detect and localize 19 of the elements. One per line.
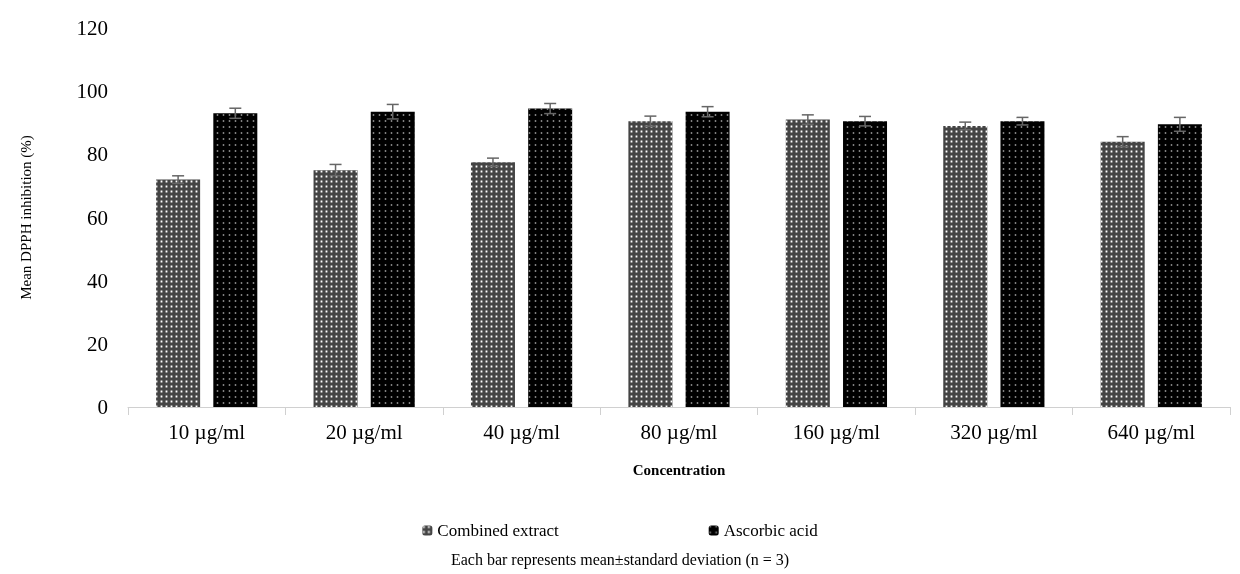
x-tick-label: 10 µg/ml <box>168 419 246 444</box>
y-tick-label: 20 <box>87 331 108 356</box>
y-tick-label: 80 <box>87 142 108 167</box>
y-tick-label: 120 <box>76 16 108 40</box>
legend-label: Ascorbic acid <box>723 521 819 540</box>
x-tick-label: 20 µg/ml <box>325 419 403 444</box>
text: Each bar represents mean±standard deviation (n = 3) <box>450 550 790 569</box>
x-tick-label: 640 µg/ml <box>1107 419 1196 444</box>
x-axis-title: Concentration <box>632 461 726 478</box>
y-tick-label: 100 <box>76 79 108 104</box>
y-tick-label: 60 <box>87 205 108 230</box>
x-tick-label: 80 µg/ml <box>640 419 718 444</box>
x-tick-label: 320 µg/ml <box>950 419 1038 444</box>
legend-label: Combined extract <box>437 521 559 540</box>
y-tick-label: 40 <box>87 268 108 293</box>
x-tick-label: 160 µg/ml <box>792 419 881 444</box>
x-tick-label: 40 µg/ml <box>483 419 561 444</box>
y-tick-label: 0 <box>97 395 108 419</box>
y-axis-title: Mean DPPH inhibition (%) <box>17 135 35 300</box>
